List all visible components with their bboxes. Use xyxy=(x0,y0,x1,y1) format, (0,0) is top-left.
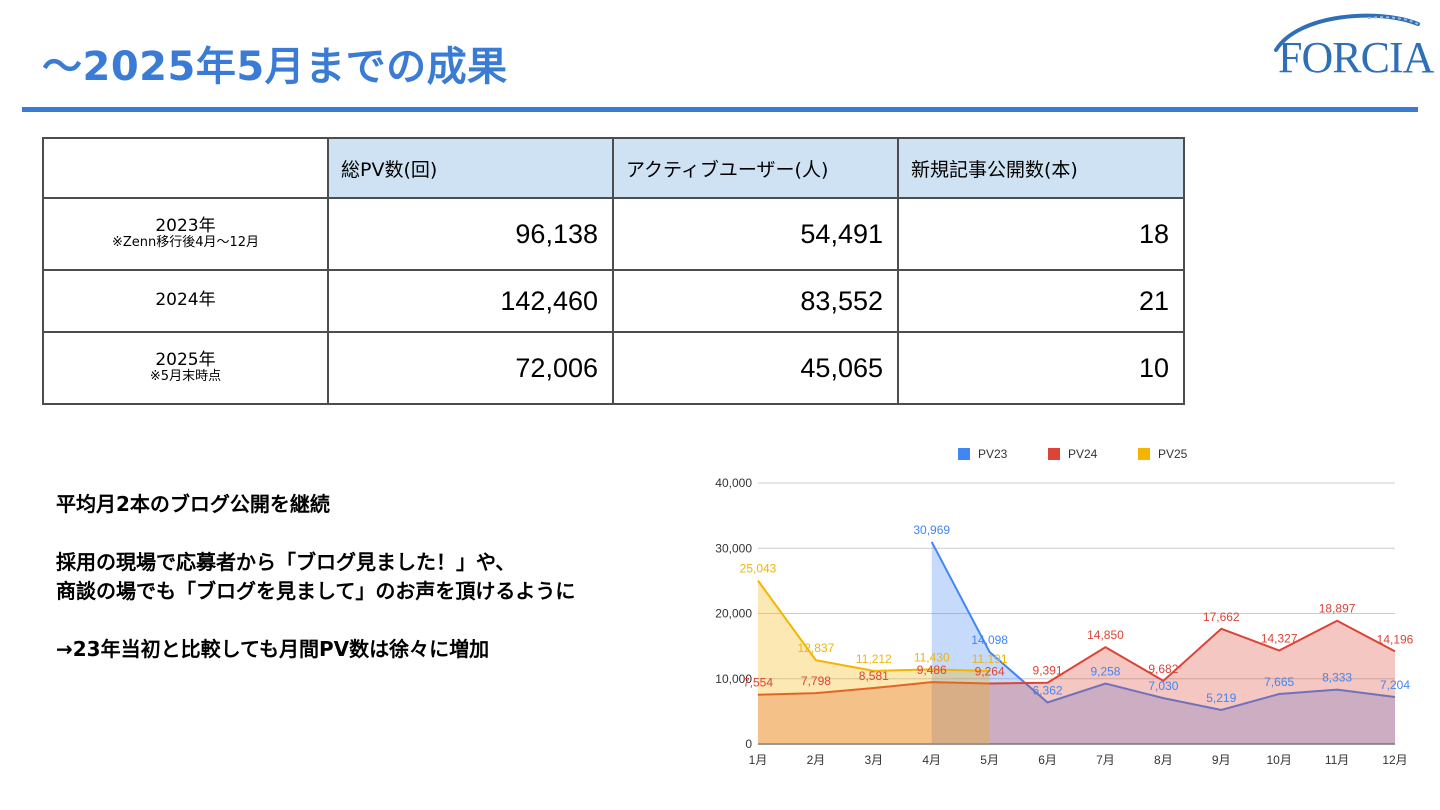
line-pv24 xyxy=(757,619,1396,696)
articles-cell: 21 xyxy=(897,269,1185,333)
area-pv24 xyxy=(758,620,1395,744)
table-row: 2025年 ※5月末時点 72,006 45,065 10 xyxy=(42,331,1185,405)
pv-area-chart: 0 10,000 20,000 30,000 40,000 30,969 14,098 6,3… xyxy=(715,447,1414,767)
summary-line: →23年当初と比較しても月間PV数は徐々に増加 xyxy=(56,637,490,661)
row-label-cell: 2023年 ※Zenn移行後4月〜12月 xyxy=(42,197,329,271)
x-tick-label: 7月 xyxy=(1096,753,1115,767)
row-year: 2025年 xyxy=(155,349,216,370)
legend-label: PV25 xyxy=(1158,447,1188,461)
legend-label: PV24 xyxy=(1068,447,1098,461)
data-label: 7,204 xyxy=(1380,678,1410,692)
x-tick-label: 5月 xyxy=(980,753,999,767)
table-header-articles: 新規記事公開数(本) xyxy=(897,137,1185,199)
summary-line: 平均月2本のブログ公開を継続 xyxy=(56,492,330,516)
data-label: 11,191 xyxy=(972,652,1008,666)
articles-cell: 10 xyxy=(897,331,1185,405)
data-label: 14,196 xyxy=(1377,632,1414,646)
data-label: 12,837 xyxy=(798,641,835,655)
data-label: 6,362 xyxy=(1033,683,1063,697)
data-label: 7,665 xyxy=(1264,675,1294,689)
y-tick-label: 0 xyxy=(745,737,752,751)
summary-line: 採用の現場で応募者から「ブログ見ました！」や、 xyxy=(56,550,516,574)
logo-text: FORCIA xyxy=(1278,33,1434,82)
row-year: 2024年 xyxy=(155,290,216,311)
data-label: 9,391 xyxy=(1033,664,1063,678)
row-note: ※5月末時点 xyxy=(149,369,222,385)
table-header-users: アクティブユーザー(人) xyxy=(612,137,899,199)
row-note: ※Zenn移行後4月〜12月 xyxy=(111,235,260,251)
x-tick-label: 8月 xyxy=(1154,753,1173,767)
data-label: 18,897 xyxy=(1319,602,1356,616)
data-label: 8,333 xyxy=(1322,671,1352,685)
data-label: 9,258 xyxy=(1090,665,1120,679)
data-label: 11,430 xyxy=(914,650,950,664)
data-label: 25,043 xyxy=(740,562,777,576)
y-tick-label: 10,000 xyxy=(715,672,752,686)
results-table: 総PV数(回) アクティブユーザー(人) 新規記事公開数(本) 2023年 ※Z… xyxy=(42,137,1185,405)
data-label: 14,327 xyxy=(1261,632,1298,646)
pv-cell: 142,460 xyxy=(327,269,614,333)
summary-text: 平均月2本のブログ公開を継続 採用の現場で応募者から「ブログ見ました！」や、 商… xyxy=(56,490,575,664)
users-cell: 54,491 xyxy=(612,197,899,271)
y-tick-label: 20,000 xyxy=(715,607,752,621)
x-tick-label: 9月 xyxy=(1212,753,1231,767)
data-label: 9,264 xyxy=(975,665,1005,679)
table-row: 2024年 142,460 83,552 21 xyxy=(42,269,1185,333)
y-tick-label: 30,000 xyxy=(715,541,752,555)
table-header-corner xyxy=(42,137,329,199)
x-tick-label: 3月 xyxy=(864,753,883,767)
data-label: 11,212 xyxy=(856,652,892,666)
pv-cell: 96,138 xyxy=(327,197,614,271)
x-tick-label: 10月 xyxy=(1267,753,1292,767)
logo-swoosh-icon xyxy=(1274,13,1420,52)
legend-label: PV23 xyxy=(978,447,1008,461)
table-row: 2023年 ※Zenn移行後4月〜12月 96,138 54,491 18 xyxy=(42,197,1185,271)
table-header-row: 総PV数(回) アクティブユーザー(人) 新規記事公開数(本) xyxy=(42,137,1185,199)
monthly-pv-chart: 0 10,000 20,000 30,000 40,000 30,969 14,098 6,3… xyxy=(690,436,1430,776)
x-tick-label: 4月 xyxy=(922,753,941,767)
data-label: 17,662 xyxy=(1203,610,1240,624)
data-label: 14,098 xyxy=(971,633,1008,647)
users-cell: 83,552 xyxy=(612,269,899,333)
slide-title: 〜2025年5月までの成果 xyxy=(42,44,508,90)
data-label: 30,969 xyxy=(913,523,950,537)
legend-swatch xyxy=(1138,448,1150,460)
row-year: 2023年 xyxy=(155,215,216,236)
data-label: 9,486 xyxy=(917,663,947,677)
x-tick-label: 11月 xyxy=(1325,753,1349,767)
users-cell: 45,065 xyxy=(612,331,899,405)
summary-line: 商談の場でも「ブログを見まして」のお声を頂けるように xyxy=(56,579,576,603)
data-label: 7,554 xyxy=(743,676,773,690)
area-pv25 xyxy=(758,580,990,744)
title-underline xyxy=(22,107,1418,112)
table-header-pv: 総PV数(回) xyxy=(327,137,614,199)
line-pv25 xyxy=(757,580,990,672)
legend-swatch xyxy=(958,448,970,460)
pv-cell: 72,006 xyxy=(327,331,614,405)
x-tick-label: 12月 xyxy=(1382,753,1407,767)
articles-cell: 18 xyxy=(897,197,1185,271)
row-label-cell: 2025年 ※5月末時点 xyxy=(42,331,329,405)
data-label: 9,682 xyxy=(1148,662,1178,676)
forcia-logo: FORCIA xyxy=(1268,10,1434,88)
data-label: 7,030 xyxy=(1148,679,1178,693)
line-pv23 xyxy=(930,541,1396,711)
area-pv23 xyxy=(931,541,1395,744)
x-tick-label: 6月 xyxy=(1038,753,1057,767)
data-label: 5,219 xyxy=(1206,691,1236,705)
x-tick-label: 2月 xyxy=(807,753,826,767)
legend-swatch xyxy=(1048,448,1060,460)
x-tick-label: 1月 xyxy=(749,753,768,767)
row-label-cell: 2024年 xyxy=(42,269,329,333)
data-label: 14,850 xyxy=(1087,628,1124,642)
y-tick-label: 40,000 xyxy=(715,476,752,490)
data-label: 7,798 xyxy=(801,674,831,688)
data-label: 8,581 xyxy=(859,669,889,683)
